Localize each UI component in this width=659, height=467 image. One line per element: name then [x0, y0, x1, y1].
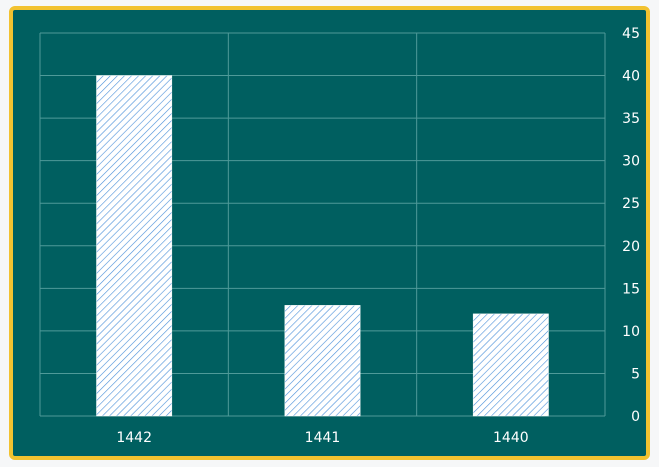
- y-tick-label: 25: [622, 196, 640, 212]
- y-tick-label: 30: [622, 154, 640, 170]
- bar-chart: 0 5 10 15 20 25 30 35 40 45 1442 1441 1440: [39, 26, 640, 446]
- y-tick-label: 20: [622, 239, 640, 255]
- y-tick-label: 40: [622, 69, 640, 85]
- y-tick-label: 10: [622, 324, 640, 340]
- bar: [96, 75, 173, 417]
- bar: [284, 305, 361, 417]
- x-tick-label: 1440: [493, 430, 529, 446]
- y-tick-label: 15: [622, 281, 640, 297]
- y-tick-label: 0: [631, 409, 640, 425]
- y-tick-label: 35: [622, 111, 640, 127]
- x-tick-label: 1442: [116, 430, 152, 446]
- y-tick-label: 45: [622, 26, 640, 42]
- y-tick-label: 5: [631, 366, 640, 382]
- bar: [472, 313, 549, 417]
- chart-panel: 0 5 10 15 20 25 30 35 40 45 1442 1441 1440: [9, 6, 650, 460]
- x-tick-label: 1441: [305, 430, 341, 446]
- labels: 0 5 10 15 20 25 30 35 40 45 1442 1441 1440: [116, 26, 640, 446]
- bars: [96, 75, 549, 417]
